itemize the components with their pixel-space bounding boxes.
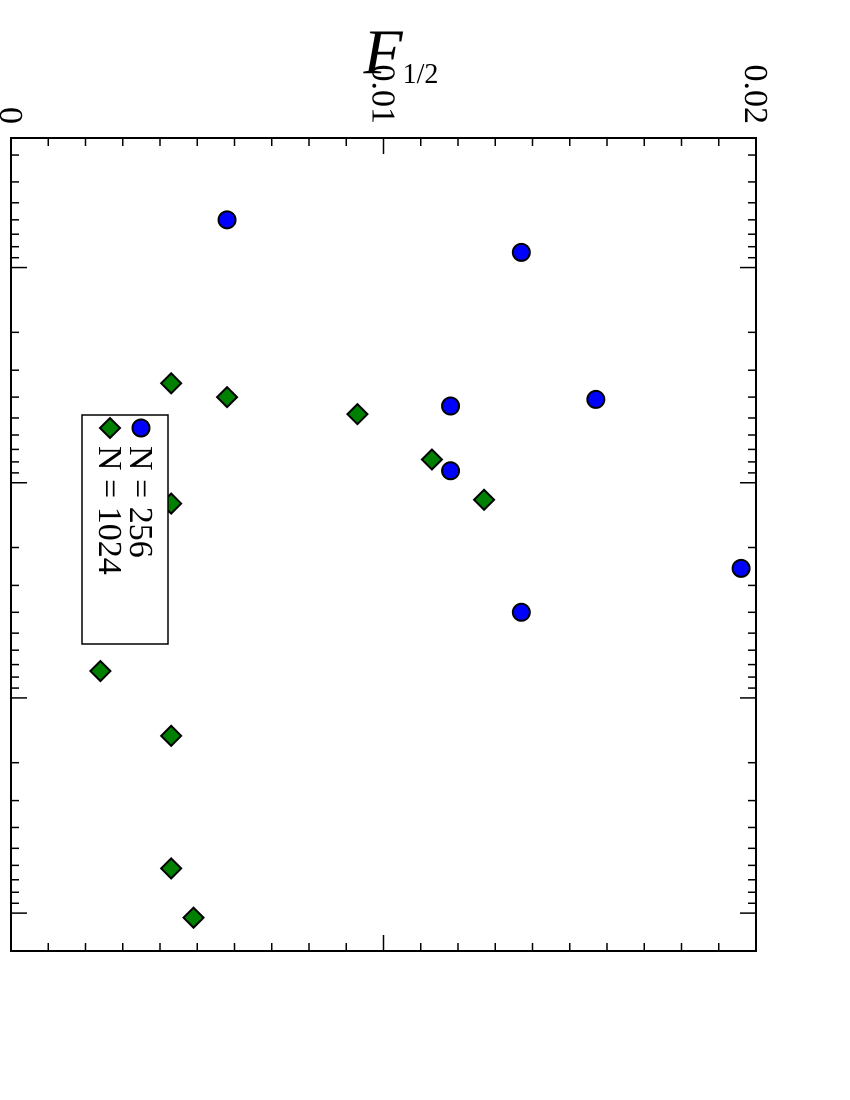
legend-label-1: N = 1024 xyxy=(91,446,128,575)
x-tick-label: 103 xyxy=(0,460,1,506)
legend-marker-0 xyxy=(131,418,151,438)
legend-marker-1 xyxy=(98,416,122,440)
x-tick-label-exponent: 2 xyxy=(0,279,1,291)
ticks-layer xyxy=(10,138,757,951)
y-axis-title-subscript: 1/2 xyxy=(403,59,439,90)
series-0-point xyxy=(441,461,461,481)
x-tick-label-exponent: 3 xyxy=(0,494,1,506)
series-0-point xyxy=(217,210,237,230)
series-0-point xyxy=(731,558,751,578)
series-1-point xyxy=(182,906,205,930)
series-1-point xyxy=(215,385,239,409)
series-0-point xyxy=(511,242,531,262)
x-tick-label: 102 xyxy=(0,245,1,291)
series-1-point xyxy=(88,659,112,683)
series-0-point xyxy=(586,389,606,409)
y-axis-title: F1/2 xyxy=(363,16,439,90)
y-tick-label: 0.01 xyxy=(365,65,402,125)
y-tick-label: 0 xyxy=(0,107,29,124)
series-1-point xyxy=(159,371,183,395)
series-1-point xyxy=(420,448,444,471)
x-tick-label-exponent: 4 xyxy=(0,709,1,721)
series-1-point xyxy=(159,724,183,748)
y-axis-title-main: F xyxy=(363,16,404,87)
series-1-point xyxy=(346,402,369,426)
x-tick-label: 105 xyxy=(0,890,1,936)
series-1-point xyxy=(472,488,496,512)
legend-label-0: N = 256 xyxy=(122,446,159,558)
points-layer xyxy=(88,210,751,930)
x-tick-label: 104 xyxy=(0,675,1,721)
x-tick-label-exponent: 5 xyxy=(0,924,1,936)
series-0-point xyxy=(511,602,531,622)
legend-box xyxy=(81,414,169,645)
labels-layer: 10210310410500.010.02< f >F1/2 xyxy=(0,16,774,936)
y-tick-label: 0.02 xyxy=(737,65,774,125)
series-0-point xyxy=(441,396,461,416)
series-1-point xyxy=(159,857,183,880)
